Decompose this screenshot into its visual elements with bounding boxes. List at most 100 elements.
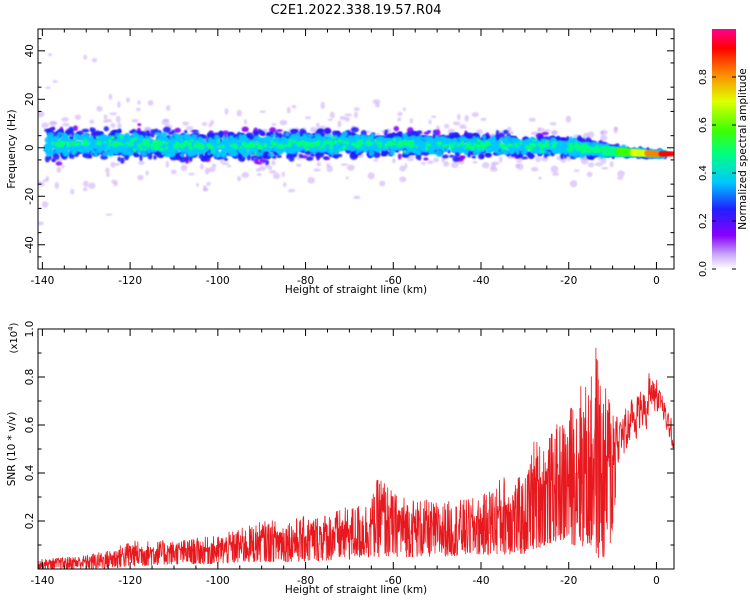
spectrogram-cell (319, 152, 325, 158)
spectrogram-cell (206, 181, 211, 186)
spectrogram-cell (48, 53, 52, 57)
spectrogram-cell (113, 138, 120, 142)
spectrogram-cell (268, 170, 277, 174)
spectrogram-cell (367, 172, 375, 180)
spectrogram-cell (74, 114, 82, 120)
spectrogram-cell (118, 107, 122, 114)
spectrogram-cell (82, 187, 88, 192)
spectrogram-cell (322, 140, 327, 147)
spectrogram-cell (195, 182, 200, 187)
spectrogram-cell (91, 57, 98, 63)
spectrogram-cell (451, 145, 456, 148)
spectrogram-cell (136, 107, 141, 112)
spectrogram-cell (305, 147, 310, 152)
x-tick-label: -140 (30, 275, 54, 287)
snr-panel: -140 -120 -100 -80 -60 -40 -20 0 0.2 0.4 0.6 0.8 1.… (6, 321, 675, 596)
spectrogram-cell (537, 117, 546, 121)
spectrogram-cell (330, 136, 337, 140)
y-tick-label: -40 (24, 236, 36, 253)
x-tick-label: 0 (653, 275, 660, 287)
spectrogram-cell (459, 126, 468, 129)
spectrogram-cell (329, 145, 334, 150)
spectrogram-frame (37, 28, 675, 270)
spectrogram-cell (270, 139, 274, 145)
spectrogram-cell (358, 139, 363, 143)
spectrogram-cell (316, 122, 320, 129)
spectrogram-cell (137, 161, 145, 165)
spectrogram-cell (307, 143, 314, 147)
spectrogram-ylabel: Frequency (Hz) (6, 109, 18, 188)
spectrogram-cell (402, 141, 407, 146)
y-tick-label: -20 (24, 188, 36, 205)
spectrogram-cell (273, 172, 281, 180)
spectrogram-cell (505, 145, 509, 149)
spectrogram-cell (321, 144, 324, 149)
spectrogram-cell (126, 148, 133, 155)
spectrogram-cell (586, 146, 591, 151)
spectrogram-cell (565, 115, 572, 123)
spectrogram-cell (430, 142, 437, 148)
spectrogram-cell (469, 150, 473, 155)
spectrogram-cell (56, 101, 61, 106)
spectrogram-cell (547, 151, 551, 156)
spectrogram-cell (89, 119, 95, 124)
spectrogram-cell (428, 119, 432, 125)
spectrogram-cell (300, 142, 305, 145)
spectrogram-cell (273, 142, 278, 147)
spectrogram-cell (150, 143, 154, 148)
spectrogram-cell (586, 171, 593, 178)
spectrogram-cell (341, 145, 347, 150)
spectrogram-cell (426, 124, 435, 128)
spectrogram-cell (383, 131, 388, 137)
colorbar: 0.0 0.2 0.4 0.6 0.8 Normalized spectral ampl… (698, 29, 749, 277)
spectrogram-cell (510, 149, 515, 153)
spectrogram-cell (402, 107, 406, 112)
spectrogram-cell (296, 142, 302, 146)
spectrogram-cell (91, 138, 96, 143)
spectrogram-cell (236, 109, 242, 117)
spectrogram-cell (463, 149, 469, 156)
spectrogram-cell (538, 176, 542, 180)
snr-background (38, 329, 674, 569)
spectrogram-cell (469, 146, 475, 150)
spectrogram-cell (313, 168, 321, 172)
spectrogram-cell (432, 129, 437, 134)
x-tick-label: -40 (472, 275, 489, 287)
snr-x-axis: -140 -120 -100 -80 -60 -40 -20 0 (30, 329, 660, 587)
spectrogram-cell (184, 157, 189, 161)
spectrogram-cell (283, 144, 287, 147)
spectrogram-cell (190, 151, 197, 157)
spectrogram-cell (333, 140, 338, 145)
spectrogram-cell (572, 151, 577, 159)
spectrogram-cell (103, 119, 108, 123)
spectrogram-cell (291, 133, 298, 139)
spectrogram-cell (222, 130, 230, 136)
spectrogram-cell (38, 221, 44, 226)
spectrogram-cell (207, 167, 216, 173)
spectrogram-cell (511, 140, 518, 144)
spectrogram-cell (110, 148, 116, 152)
spectrogram-cell (454, 152, 461, 158)
spectrogram-cell (593, 148, 599, 153)
spectrogram-cell (325, 134, 333, 137)
spectrogram-cell (527, 152, 532, 156)
spectrogram-cell (196, 162, 200, 169)
spectrogram-cell (144, 147, 147, 152)
spectrogram-cell (108, 138, 112, 144)
spectrogram-cell (241, 126, 249, 133)
spectrogram-cell (95, 191, 101, 195)
spectrogram-cell (601, 166, 609, 170)
spectrogram-cell (249, 143, 255, 148)
spectrogram-cell (281, 171, 285, 177)
spectrogram-cell (327, 118, 334, 121)
spectrogram-cell (114, 148, 119, 155)
spectrogram-cell (52, 80, 58, 83)
spectrogram-cell (286, 106, 291, 114)
spectrogram-cell (399, 176, 407, 183)
spectrogram-cell (137, 142, 142, 149)
spectrogram-cell (91, 150, 99, 154)
spectrogram-cell (574, 141, 578, 146)
spectrogram-cell (131, 138, 137, 142)
spectrogram-cell (291, 104, 297, 109)
spectrogram-cell (160, 133, 166, 140)
